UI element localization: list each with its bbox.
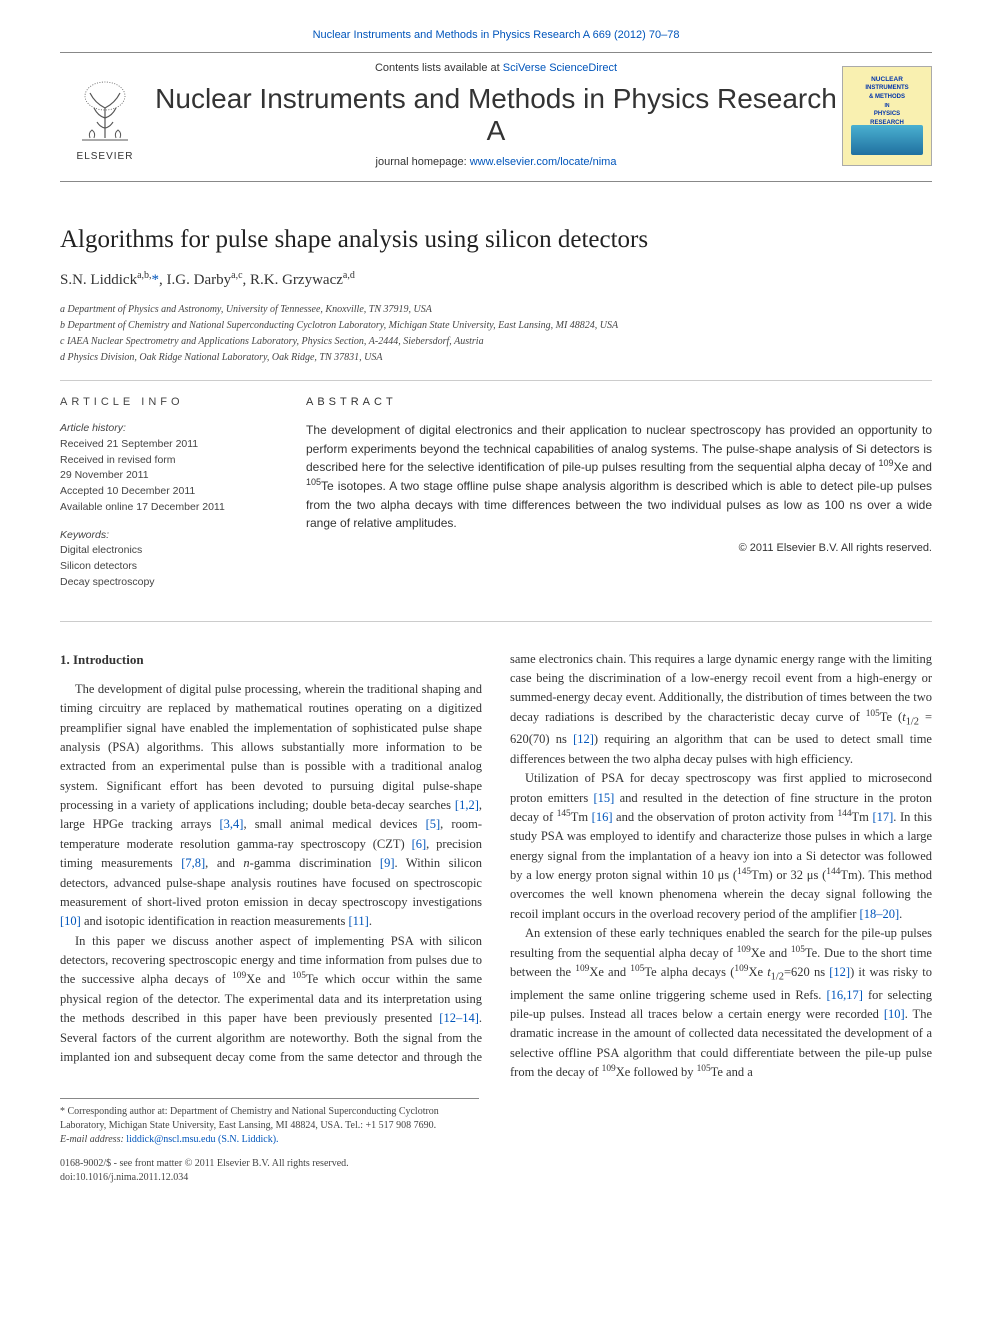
ref-link[interactable]: [12–14]	[439, 1011, 479, 1025]
doi-line: doi:10.1016/j.nima.2011.12.034	[60, 1171, 479, 1185]
body-paragraph: The development of digital pulse process…	[60, 680, 482, 932]
abstract-copyright: © 2011 Elsevier B.V. All rights reserved…	[306, 541, 932, 557]
contents-line: Contents lists available at SciVerse Sci…	[150, 61, 842, 77]
author: , R.K. Grzywacz	[243, 272, 343, 288]
ref-link[interactable]: [16]	[592, 810, 613, 824]
body-paragraph: Utilization of PSA for decay spectroscop…	[510, 769, 932, 924]
journal-header: ELSEVIER Contents lists available at Sci…	[60, 52, 932, 182]
history-item: Available online 17 December 2011	[60, 500, 270, 516]
ref-link[interactable]: [16,17]	[826, 988, 862, 1002]
keyword: Decay spectroscopy	[60, 575, 270, 591]
ref-link[interactable]: [17]	[872, 810, 893, 824]
corresponding-note: * Corresponding author at: Department of…	[60, 1105, 479, 1133]
authors-list: S.N. Liddicka,b,*, I.G. Darbya,c, R.K. G…	[60, 270, 932, 292]
ref-link[interactable]: [10]	[60, 914, 81, 928]
corresponding-mark[interactable]: *	[152, 272, 160, 288]
affiliation: b Department of Chemistry and National S…	[60, 318, 932, 333]
ref-link[interactable]: [10]	[884, 1007, 905, 1021]
journal-cover-thumbnail[interactable]: NUCLEAR INSTRUMENTS & METHODS IN PHYSICS…	[842, 66, 932, 166]
homepage-line: journal homepage: www.elsevier.com/locat…	[150, 155, 842, 171]
abstract-heading: abstract	[306, 395, 932, 411]
article-info-panel: article info Article history: Received 2…	[60, 395, 270, 602]
ref-link[interactable]: [12]	[573, 732, 594, 746]
article-title: Algorithms for pulse shape analysis usin…	[60, 222, 932, 258]
history-item: Received in revised form	[60, 453, 270, 469]
author: S.N. Liddick	[60, 272, 137, 288]
history-item: 29 November 2011	[60, 468, 270, 484]
ref-link[interactable]: [12]	[829, 965, 850, 979]
affiliation: a Department of Physics and Astronomy, U…	[60, 302, 932, 317]
body-paragraph: An extension of these early techniques e…	[510, 924, 932, 1082]
sciencedirect-link[interactable]: SciVerse ScienceDirect	[503, 62, 617, 74]
affiliation: d Physics Division, Oak Ridge National L…	[60, 350, 932, 365]
affiliation: c IAEA Nuclear Spectrometry and Applicat…	[60, 334, 932, 349]
footnotes: * Corresponding author at: Department of…	[60, 1098, 479, 1185]
ref-link[interactable]: [15]	[593, 791, 614, 805]
keywords-label: Keywords:	[60, 528, 270, 544]
email-link[interactable]: liddick@nscl.msu.edu (S.N. Liddick).	[126, 1134, 278, 1145]
journal-citation: Nuclear Instruments and Methods in Physi…	[60, 28, 932, 44]
keyword: Digital electronics	[60, 543, 270, 559]
ref-link[interactable]: [6]	[412, 837, 427, 851]
ref-link[interactable]: [18–20]	[860, 907, 900, 921]
abstract-text: The development of digital electronics a…	[306, 421, 932, 533]
history-item: Accepted 10 December 2011	[60, 484, 270, 500]
keyword: Silicon detectors	[60, 559, 270, 575]
history-item: Received 21 September 2011	[60, 437, 270, 453]
homepage-link[interactable]: www.elsevier.com/locate/nima	[470, 156, 617, 168]
ref-link[interactable]: [1,2]	[455, 798, 479, 812]
journal-title: Nuclear Instruments and Methods in Physi…	[150, 83, 842, 147]
journal-citation-link[interactable]: Nuclear Instruments and Methods in Physi…	[313, 29, 680, 41]
elsevier-tree-icon	[70, 78, 140, 148]
article-body: 1. Introduction The development of digit…	[60, 650, 932, 1083]
ref-link[interactable]: [5]	[426, 817, 441, 831]
email-line: E-mail address: liddick@nscl.msu.edu (S.…	[60, 1133, 479, 1147]
abstract-panel: abstract The development of digital elec…	[306, 395, 932, 602]
cover-image-icon	[851, 125, 923, 155]
article-info-heading: article info	[60, 395, 270, 411]
publisher-logo[interactable]: ELSEVIER	[60, 66, 150, 166]
publisher-name: ELSEVIER	[77, 150, 134, 165]
issn-line: 0168-9002/$ - see front matter © 2011 El…	[60, 1157, 479, 1171]
affiliations: a Department of Physics and Astronomy, U…	[60, 302, 932, 381]
history-label: Article history:	[60, 421, 270, 437]
ref-link[interactable]: [3,4]	[219, 817, 243, 831]
author: , I.G. Darby	[159, 272, 231, 288]
ref-link[interactable]: [7,8]	[181, 856, 205, 870]
ref-link[interactable]: [11]	[348, 914, 368, 928]
ref-link[interactable]: [9]	[380, 856, 395, 870]
section-heading: 1. Introduction	[60, 650, 482, 670]
